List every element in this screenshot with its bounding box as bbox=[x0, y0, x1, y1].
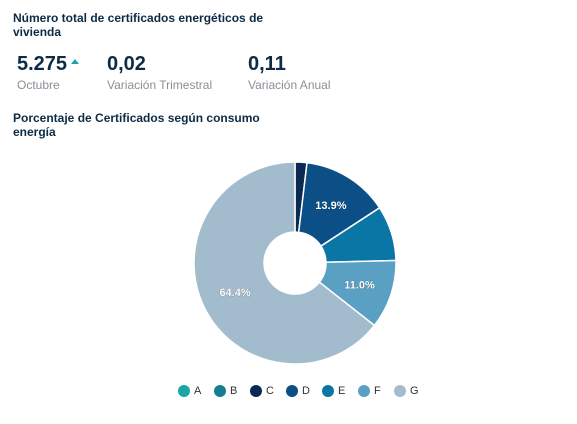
donut-slice-g[interactable] bbox=[193, 161, 376, 365]
kpi-annual: 0,11 Variación Anual bbox=[248, 52, 331, 92]
legend-label: B bbox=[230, 385, 238, 397]
legend-item-a[interactable]: A bbox=[178, 385, 201, 397]
kpi-total-value-row: 5.275 bbox=[17, 52, 80, 76]
kpi-total-label: Octubre bbox=[17, 78, 60, 92]
data-label-g: 64.4% bbox=[219, 287, 250, 299]
kpi-quarterly-value: 0,02 bbox=[107, 53, 146, 75]
legend-label: E bbox=[338, 385, 346, 397]
chart-title: Porcentaje de Certificados según consumo… bbox=[13, 111, 260, 139]
legend-label: D bbox=[302, 385, 310, 397]
data-label-f: 11.0% bbox=[344, 279, 375, 291]
legend-swatch bbox=[358, 385, 370, 397]
data-label-d: 13.9% bbox=[315, 200, 346, 212]
trend-up-icon bbox=[71, 59, 80, 64]
page-title: Número total de certificados energéticos… bbox=[13, 11, 264, 39]
legend-label: F bbox=[374, 385, 381, 397]
legend-item-b[interactable]: B bbox=[214, 385, 237, 397]
legend-label: A bbox=[194, 385, 202, 397]
chart-legend: A B C D E F G bbox=[0, 385, 577, 401]
legend-swatch bbox=[286, 385, 298, 397]
kpi-total: 5.275 Octubre bbox=[17, 52, 80, 92]
kpi-quarterly-label: Variación Trimestral bbox=[107, 78, 213, 92]
donut-slice-d[interactable] bbox=[297, 161, 381, 248]
kpi-total-value: 5.275 bbox=[17, 53, 68, 75]
legend-swatch bbox=[214, 385, 226, 397]
legend-item-e[interactable]: E bbox=[322, 385, 345, 397]
legend-item-f[interactable]: F bbox=[358, 385, 381, 397]
legend-item-d[interactable]: D bbox=[286, 385, 310, 397]
legend-swatch bbox=[394, 385, 406, 397]
legend-swatch bbox=[322, 385, 334, 397]
legend-label: G bbox=[410, 385, 419, 397]
kpi-annual-value: 0,11 bbox=[248, 53, 286, 75]
legend-swatch bbox=[178, 385, 190, 397]
legend-label: C bbox=[266, 385, 274, 397]
kpi-quarterly: 0,02 Variación Trimestral bbox=[107, 52, 212, 92]
legend-swatch bbox=[250, 385, 262, 397]
legend-item-g[interactable]: G bbox=[394, 385, 419, 397]
legend-item-c[interactable]: C bbox=[250, 385, 274, 397]
kpi-annual-label: Variación Anual bbox=[248, 78, 331, 92]
